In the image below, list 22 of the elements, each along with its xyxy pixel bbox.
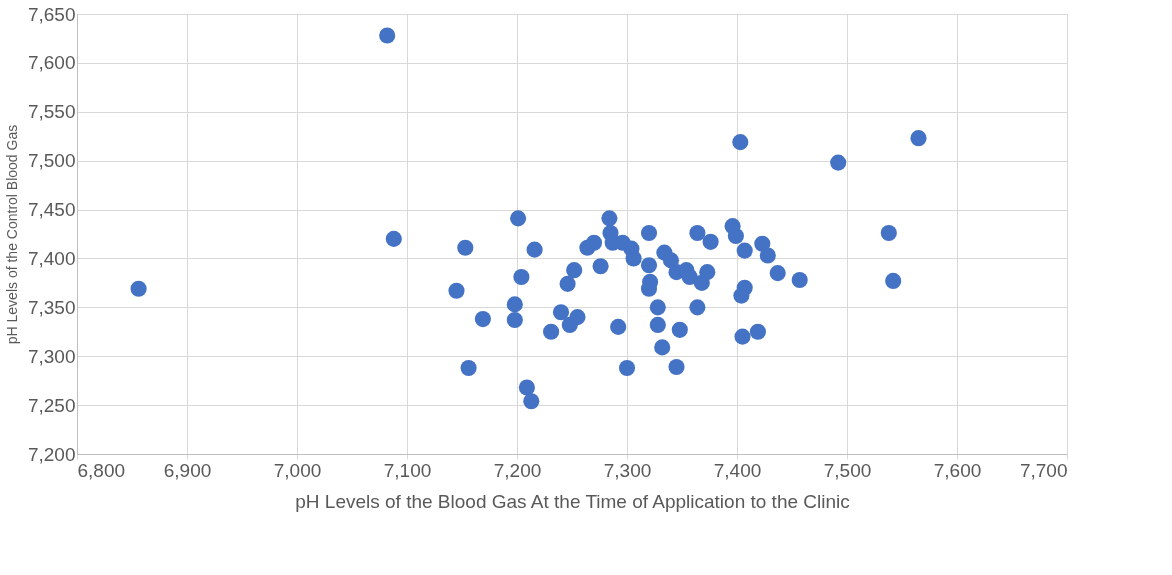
y-tick-label: 7,400 [27, 247, 76, 269]
y-tick-label: 7,600 [27, 52, 76, 74]
y-tick-label: 7,300 [27, 345, 76, 367]
y-tick-label: 7,250 [27, 394, 76, 416]
x-tick-label: 7,600 [933, 459, 982, 481]
x-tick-label: 7,300 [603, 459, 652, 481]
x-axis-title: pH Levels of the Blood Gas At the Time of Application to the Clinic [295, 490, 850, 512]
x-tick-label: 7,400 [713, 459, 762, 481]
y-axis-title: pH Levels of the Control Blood Gas [3, 124, 20, 345]
y-tick-label: 7,200 [27, 443, 76, 465]
x-tick-label: 7,200 [493, 459, 542, 481]
x-tick-label: 7,700 [1019, 459, 1068, 481]
y-tick-label: 7,650 [27, 3, 76, 25]
x-tick-label: 6,900 [163, 459, 212, 481]
y-tick-label: 7,450 [27, 199, 76, 221]
x-tick-label: 6,800 [77, 459, 126, 481]
y-tick-label: 7,350 [27, 296, 76, 318]
y-tick-label: 7,550 [27, 101, 76, 123]
x-tick-label: 7,500 [823, 459, 872, 481]
x-tick-label: 7,100 [383, 459, 432, 481]
x-tick-label: 7,000 [273, 459, 322, 481]
y-tick-label: 7,500 [27, 150, 76, 172]
